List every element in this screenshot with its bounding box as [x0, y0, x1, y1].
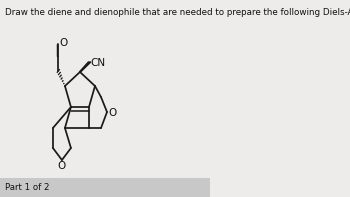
Polygon shape: [79, 62, 91, 72]
Text: Draw the diene and dienophile that are needed to prepare the following Diels-Ald: Draw the diene and dienophile that are n…: [5, 8, 350, 17]
Text: Part 1 of 2: Part 1 of 2: [5, 182, 49, 191]
Text: O: O: [57, 161, 65, 171]
Text: O: O: [60, 38, 68, 48]
Text: CN: CN: [91, 58, 106, 68]
Bar: [0, 178, 210, 197]
Text: O: O: [108, 108, 117, 118]
